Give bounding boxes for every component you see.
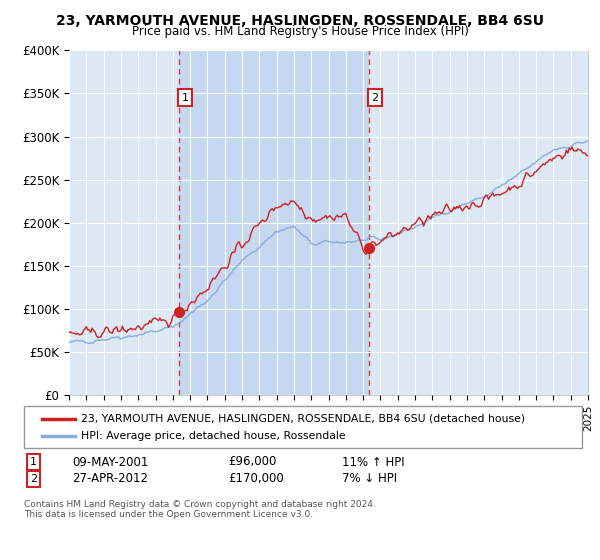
Text: £96,000: £96,000 xyxy=(228,455,277,469)
Text: 1: 1 xyxy=(30,457,37,467)
Text: £170,000: £170,000 xyxy=(228,472,284,486)
Text: 27-APR-2012: 27-APR-2012 xyxy=(72,472,148,486)
Text: Contains HM Land Registry data © Crown copyright and database right 2024.
This d: Contains HM Land Registry data © Crown c… xyxy=(24,500,376,519)
Text: 1: 1 xyxy=(181,93,188,102)
Text: Price paid vs. HM Land Registry's House Price Index (HPI): Price paid vs. HM Land Registry's House … xyxy=(131,25,469,38)
Bar xyxy=(179,50,368,395)
Text: 7% ↓ HPI: 7% ↓ HPI xyxy=(342,472,397,486)
Text: 11% ↑ HPI: 11% ↑ HPI xyxy=(342,455,404,469)
Text: HPI: Average price, detached house, Rossendale: HPI: Average price, detached house, Ross… xyxy=(81,431,346,441)
Text: 23, YARMOUTH AVENUE, HASLINGDEN, ROSSENDALE, BB4 6SU: 23, YARMOUTH AVENUE, HASLINGDEN, ROSSEND… xyxy=(56,14,544,28)
Text: 2: 2 xyxy=(371,93,379,102)
Text: 2: 2 xyxy=(30,474,37,484)
Text: 09-MAY-2001: 09-MAY-2001 xyxy=(72,455,148,469)
Text: 23, YARMOUTH AVENUE, HASLINGDEN, ROSSENDALE, BB4 6SU (detached house): 23, YARMOUTH AVENUE, HASLINGDEN, ROSSEND… xyxy=(81,414,525,423)
